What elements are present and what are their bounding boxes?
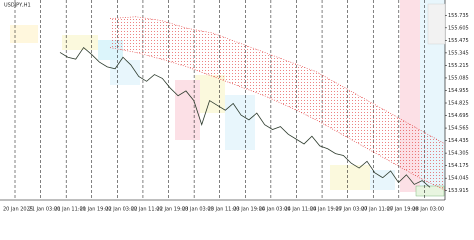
y-tick-label: 155.215 <box>448 63 469 69</box>
cloud-edge <box>109 47 446 191</box>
x-tick-label: 23 Jan 03:00 <box>182 207 214 213</box>
x-tick-label: 22 Jan 03:00 <box>105 207 137 213</box>
x-tick-label: 28 Jan 03:00 <box>412 207 444 213</box>
x-tick-label: 24 Jan 11:00 <box>284 207 316 213</box>
price-line <box>59 46 431 188</box>
x-tick-label: 22 Jan 19:00 <box>157 207 189 213</box>
legend-box <box>415 3 446 197</box>
y-tick-label: 154.695 <box>448 113 469 119</box>
chart-title: USDJPY,H1 <box>4 3 31 9</box>
page: {"chart_data": {"type": "line", "title":… <box>0 0 474 216</box>
x-tick-label: 23 Jan 11:00 <box>208 207 240 213</box>
x-tick-label: 24 Jan 19:00 <box>310 207 342 213</box>
x-tick-label: 21 Jan 11:00 <box>54 207 86 213</box>
y-tick-label: 154.435 <box>448 138 469 144</box>
y-tick-label: 154.825 <box>448 101 469 107</box>
x-tick-label: 21 Jan 03:00 <box>29 207 61 213</box>
x-tick-label: 24 Jan 03:00 <box>259 207 291 213</box>
y-tick-label: 155.735 <box>448 13 469 19</box>
x-tick-label: 27 Jan 19:00 <box>387 207 419 213</box>
x-tick-label: 20 Jan 2025 <box>3 207 33 213</box>
y-tick-label: 154.045 <box>448 176 469 182</box>
x-tick-label: 22 Jan 11:00 <box>131 207 163 213</box>
y-tick-label: 155.085 <box>448 75 469 81</box>
background <box>0 0 474 216</box>
x-tick-label: 27 Jan 03:00 <box>336 207 368 213</box>
y-tick-label: 154.175 <box>448 163 469 169</box>
y-tick-label: 154.305 <box>448 151 469 157</box>
y-tick-label: 155.345 <box>448 50 469 56</box>
y-tick-label: 154.565 <box>448 126 469 132</box>
chart: USDJPY,H1 153.915 154.045 154.175 154.305 15… <box>0 0 474 216</box>
y-tick-label: 153.915 <box>448 188 469 194</box>
y-tick-label: 155.605 <box>448 25 469 31</box>
x-tick-label: 27 Jan 11:00 <box>361 207 393 213</box>
y-tick-label: 155.475 <box>448 38 469 44</box>
y-tick-label: 154.955 <box>448 88 469 94</box>
x-tick-label: 21 Jan 19:00 <box>80 207 112 213</box>
cloud-fill <box>110 16 445 191</box>
x-tick-label: 23 Jan 19:00 <box>233 207 265 213</box>
